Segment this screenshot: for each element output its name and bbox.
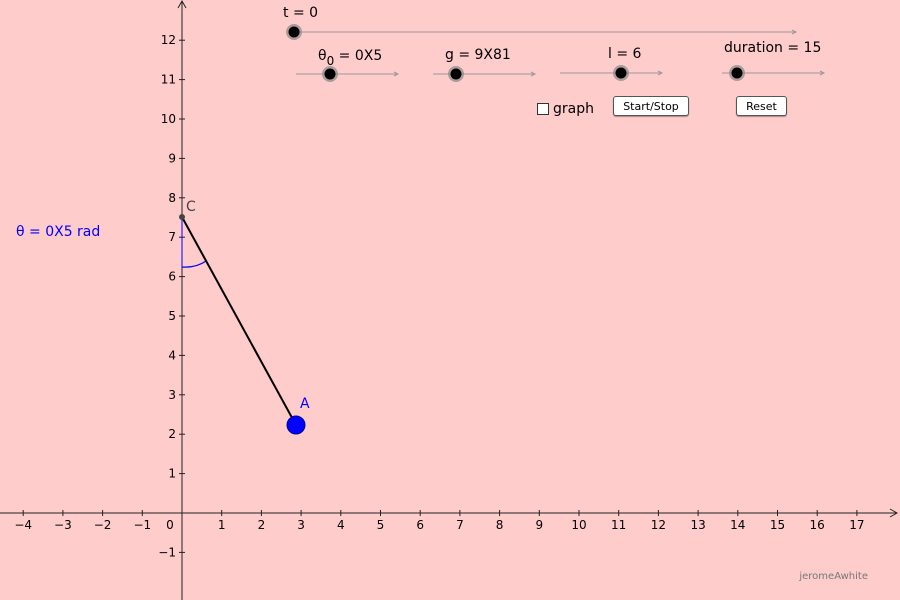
x-tick-label: −1: [133, 518, 151, 532]
x-tick-label: 3: [297, 518, 305, 532]
x-tick-label: 12: [651, 518, 666, 532]
x-tick-label: 17: [849, 518, 864, 532]
pivot-label: C: [186, 199, 196, 215]
slider-theta0[interactable]: θ0 = 0X5: [296, 48, 400, 82]
x-tick-label: 2: [258, 518, 266, 532]
x-tick-label: 9: [535, 518, 543, 532]
y-tick-label: 7: [168, 230, 176, 244]
pendulum-rod: [181, 216, 297, 426]
y-tick-label: 8: [168, 191, 176, 205]
y-tick-label: 11: [161, 73, 176, 87]
slider-l[interactable]: l = 6: [560, 46, 664, 81]
bob-label: A: [300, 396, 310, 412]
y-tick-label: −1: [158, 545, 176, 559]
x-tick-label: 1: [218, 518, 226, 532]
angle-readout: θ = 0X5 rad: [16, 224, 100, 240]
x-tick-label: 13: [690, 518, 705, 532]
y-tick-label: 2: [168, 427, 176, 441]
x-tick-label: −4: [14, 518, 32, 532]
author-credit: jeromeAwhite: [799, 571, 868, 582]
y-tick-label: 9: [168, 151, 176, 165]
x-axis-ticks: −4 −3 −2 −1 0 1 2 3 4 5 6 7 8 9 10 11 12 13 14 15 16 17: [14, 510, 865, 532]
x-tick-label: 5: [377, 518, 385, 532]
x-tick-label: 16: [810, 518, 825, 532]
slider-t-label: t = 0: [283, 5, 318, 21]
y-tick-label: 1: [168, 467, 176, 481]
slider-duration-label: duration = 15: [724, 40, 821, 56]
slider-t[interactable]: t = 0: [283, 5, 798, 40]
x-tick-label: 0: [166, 518, 174, 532]
pendulum-bob-a[interactable]: [286, 415, 306, 435]
start-stop-button[interactable]: Start/Stop: [613, 96, 689, 116]
x-tick-label: 15: [770, 518, 785, 532]
x-tick-label: 11: [611, 518, 626, 532]
x-tick-label: 4: [337, 518, 345, 532]
angle-arc: [181, 260, 207, 268]
x-tick-label: 10: [571, 518, 586, 532]
pivot-point-c[interactable]: [179, 214, 185, 220]
x-tick-label: −3: [54, 518, 72, 532]
slider-g[interactable]: g = 9X81: [433, 47, 537, 82]
graph-checkbox-box[interactable]: [537, 103, 549, 115]
slider-duration[interactable]: duration = 15: [722, 40, 826, 81]
x-tick-label: 8: [496, 518, 504, 532]
y-tick-label: 4: [168, 348, 176, 362]
graph-checkbox-label: graph: [553, 101, 594, 117]
graph-checkbox[interactable]: graph: [537, 101, 594, 117]
y-tick-label: 5: [168, 309, 176, 323]
slider-l-label: l = 6: [608, 46, 642, 62]
y-tick-label: 12: [161, 33, 176, 47]
y-axis-arrow: [177, 0, 187, 9]
x-tick-label: 7: [456, 518, 464, 532]
x-tick-label: 6: [416, 518, 424, 532]
reset-button[interactable]: Reset: [736, 96, 787, 116]
y-tick-label: 3: [168, 388, 176, 402]
x-tick-label: −2: [94, 518, 112, 532]
y-tick-label: 10: [161, 112, 176, 126]
x-tick-label: 14: [730, 518, 745, 532]
x-axis-arrow: [889, 508, 899, 518]
slider-g-label: g = 9X81: [445, 47, 511, 63]
y-tick-label: 6: [168, 270, 176, 284]
slider-theta0-label: θ0 = 0X5: [318, 48, 382, 68]
